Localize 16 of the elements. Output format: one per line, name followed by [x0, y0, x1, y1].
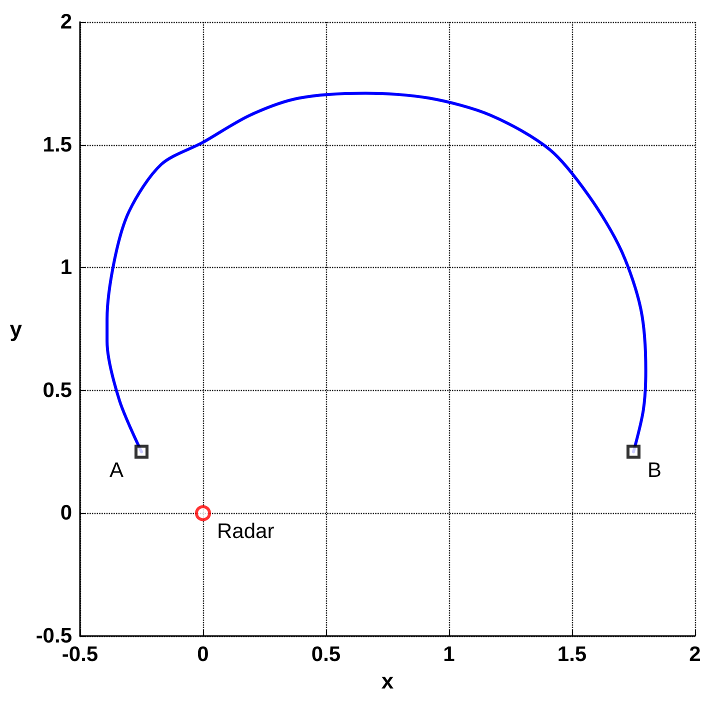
x-tick-label: 2: [689, 643, 701, 666]
x-tick-label: 0: [197, 643, 209, 666]
y-tick-label: 0: [60, 502, 72, 525]
x-tick-label: 1.5: [557, 643, 587, 666]
y-axis-title: y: [10, 316, 23, 342]
annotation: A: [109, 458, 124, 482]
annotation: Radar: [217, 520, 274, 544]
y-tick-label: 0.5: [42, 378, 72, 402]
y-tick-label: -0.5: [36, 624, 72, 648]
annotation: B: [648, 458, 662, 482]
y-tick-label: 1: [60, 256, 72, 280]
y-tick-label: 1.5: [42, 133, 72, 156]
y-tick-label: 2: [60, 10, 72, 34]
x-axis-title: x: [381, 668, 394, 694]
x-tick-label: 1: [443, 643, 456, 666]
x-tick-label: 0.5: [311, 643, 341, 666]
